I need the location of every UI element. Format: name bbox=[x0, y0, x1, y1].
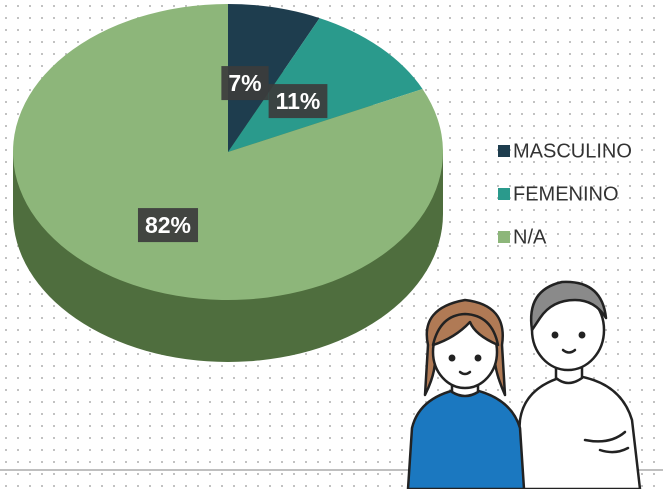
illustration bbox=[406, 280, 642, 489]
legend-swatch bbox=[498, 231, 510, 243]
legend-label: N/A bbox=[513, 226, 547, 248]
legend-swatch bbox=[498, 145, 510, 157]
data-label: 11% bbox=[276, 88, 321, 114]
legend-swatch bbox=[498, 188, 510, 200]
legend-label: FEMENINO bbox=[513, 183, 619, 205]
data-label-box bbox=[137, 208, 199, 243]
pie-slice bbox=[12, 4, 443, 300]
legend: MASCULINO FEMENINO N/A bbox=[498, 140, 632, 248]
data-labels: 7% 11% 82% bbox=[137, 66, 328, 243]
data-label-box bbox=[268, 84, 328, 119]
data-label: 7% bbox=[228, 70, 261, 96]
legend-label: MASCULINO bbox=[513, 140, 632, 162]
data-label-box bbox=[221, 66, 269, 101]
data-label: 82% bbox=[145, 212, 191, 238]
pie bbox=[12, 4, 443, 362]
pie-slice bbox=[228, 4, 320, 152]
